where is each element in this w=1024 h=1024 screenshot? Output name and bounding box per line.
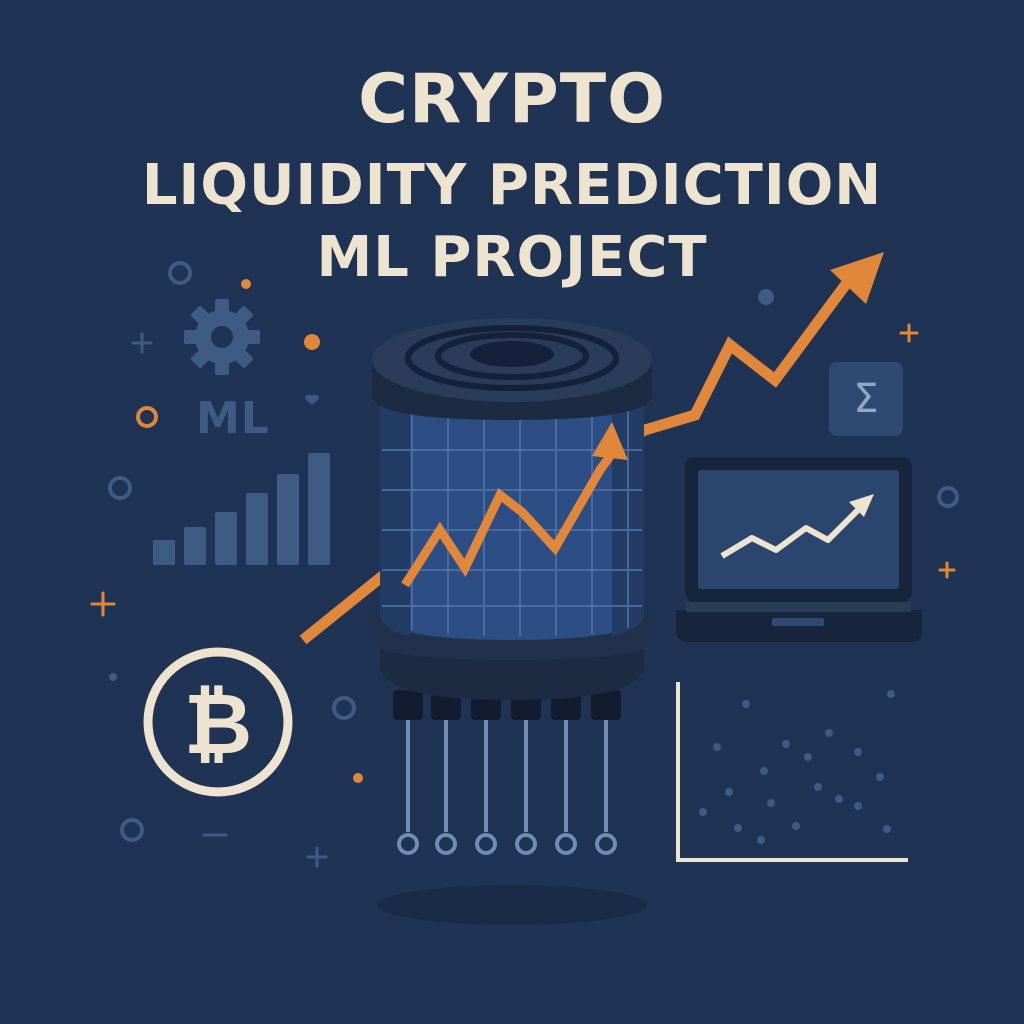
bitcoin-ring — [143, 647, 293, 797]
decor-dots — [109, 279, 774, 783]
bitcoin-icon: ₿ — [183, 675, 253, 773]
title-line-3: ML PROJECT — [316, 225, 708, 290]
laptop-icon — [676, 457, 922, 642]
database-cylinder-icon — [372, 318, 652, 855]
sigma-badge — [829, 362, 903, 436]
gear-icon — [184, 299, 260, 375]
scatter-plot-icon — [676, 682, 908, 862]
cylinder-shadow — [377, 885, 647, 925]
sigma-icon: Σ — [853, 376, 879, 422]
decor-rings — [108, 261, 959, 842]
decor-plus-signs — [90, 323, 956, 868]
bar-chart-icon — [153, 453, 330, 565]
title-line-2: LIQUIDITY PREDICTION — [141, 153, 883, 218]
ml-badge-label: ML — [196, 393, 270, 444]
title-line-1: CRYPTO — [358, 60, 666, 139]
